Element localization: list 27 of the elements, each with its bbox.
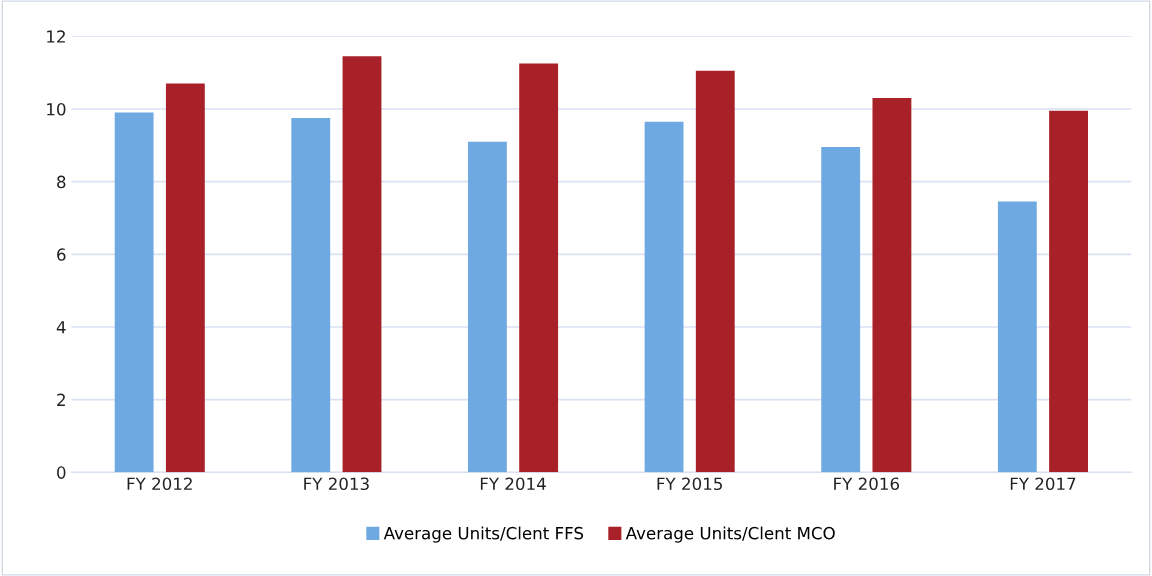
bar <box>114 112 154 473</box>
bar <box>997 201 1037 473</box>
bar <box>165 83 205 473</box>
x-tick-label: FY 2014 <box>480 477 546 491</box>
y-tick-label: 0 <box>57 466 66 479</box>
y-tick-label: 6 <box>57 248 66 261</box>
bar <box>1049 110 1088 473</box>
legend-label: Average Units/Clent FFS <box>383 526 584 543</box>
bar <box>291 118 331 473</box>
x-tick-label: FY 2017 <box>1010 477 1076 491</box>
bar <box>519 63 559 473</box>
y-tick-label: 12 <box>47 30 65 43</box>
y-tick-label: 8 <box>57 175 66 189</box>
bar <box>342 56 382 473</box>
bar <box>872 98 912 473</box>
bar <box>821 147 861 473</box>
x-tick-label: FY 2016 <box>834 477 899 491</box>
y-tick-label: 10 <box>47 102 66 116</box>
x-tick-label: FY 2012 <box>127 477 192 491</box>
bar <box>467 141 507 473</box>
x-tick-label: FY 2013 <box>304 477 369 491</box>
legend-label: Average Units/Clent MCO <box>625 526 835 543</box>
bar <box>695 70 735 473</box>
y-tick-label: 4 <box>56 321 66 334</box>
y-tick-label: 2 <box>57 393 65 406</box>
bar <box>644 121 684 473</box>
x-tick-label: FY 2015 <box>657 477 722 491</box>
